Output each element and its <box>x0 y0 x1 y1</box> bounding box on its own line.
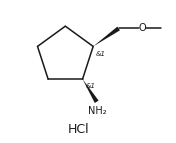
Polygon shape <box>83 79 99 103</box>
Text: O: O <box>139 23 146 33</box>
Text: NH₂: NH₂ <box>88 106 107 116</box>
Text: HCl: HCl <box>68 123 89 136</box>
Text: &1: &1 <box>85 83 95 89</box>
Text: &1: &1 <box>96 51 106 57</box>
Polygon shape <box>93 27 120 46</box>
